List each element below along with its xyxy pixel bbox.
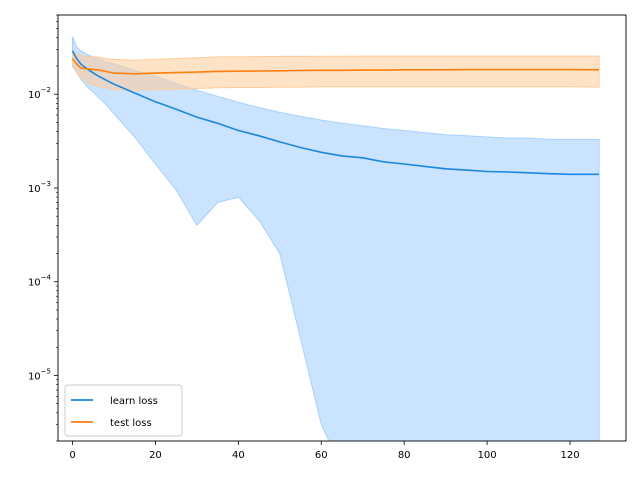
y-tick-base: 10: [28, 371, 41, 382]
confidence-bands: [72, 36, 600, 441]
line-learn-loss: [71, 50, 600, 176]
x-tick-label: 0: [69, 450, 75, 461]
y-tick-exponent: −5: [41, 367, 51, 375]
y-tick-base: 10: [28, 90, 41, 101]
legend-frame: [64, 384, 183, 437]
band-learn-loss: [72, 36, 600, 441]
y-tick-exponent: −2: [41, 86, 51, 94]
legend: learn loss test loss: [64, 384, 183, 437]
y-tick-label: 10−4: [28, 274, 52, 289]
y-axis-ticks: 10−210−310−410−5: [28, 14, 58, 442]
legend-label-test-loss: test loss: [110, 418, 152, 429]
band-test-loss: [72, 51, 600, 91]
plot-frame: [57, 14, 627, 442]
x-tick-label: 40: [232, 450, 245, 461]
y-tick-label: 10−2: [28, 86, 51, 101]
x-tick-label: 120: [560, 450, 579, 461]
legend-label-learn-loss: learn loss: [110, 396, 158, 407]
y-tick-label: 10−3: [28, 180, 51, 195]
y-tick-label: 10−5: [28, 367, 51, 382]
x-axis-ticks: 0 20 40 60 80 100 120: [69, 441, 580, 461]
series-lines: [71, 50, 600, 176]
x-tick-label: 20: [149, 450, 162, 461]
axes: [57, 14, 627, 442]
x-tick-label: 80: [398, 450, 411, 461]
y-tick-exponent: −4: [41, 274, 52, 282]
x-tick-label: 100: [478, 450, 497, 461]
line-test-loss: [71, 58, 600, 75]
y-tick-base: 10: [28, 184, 41, 195]
y-tick-exponent: −3: [41, 180, 51, 188]
y-tick-base: 10: [28, 278, 41, 289]
x-tick-label: 60: [315, 450, 328, 461]
